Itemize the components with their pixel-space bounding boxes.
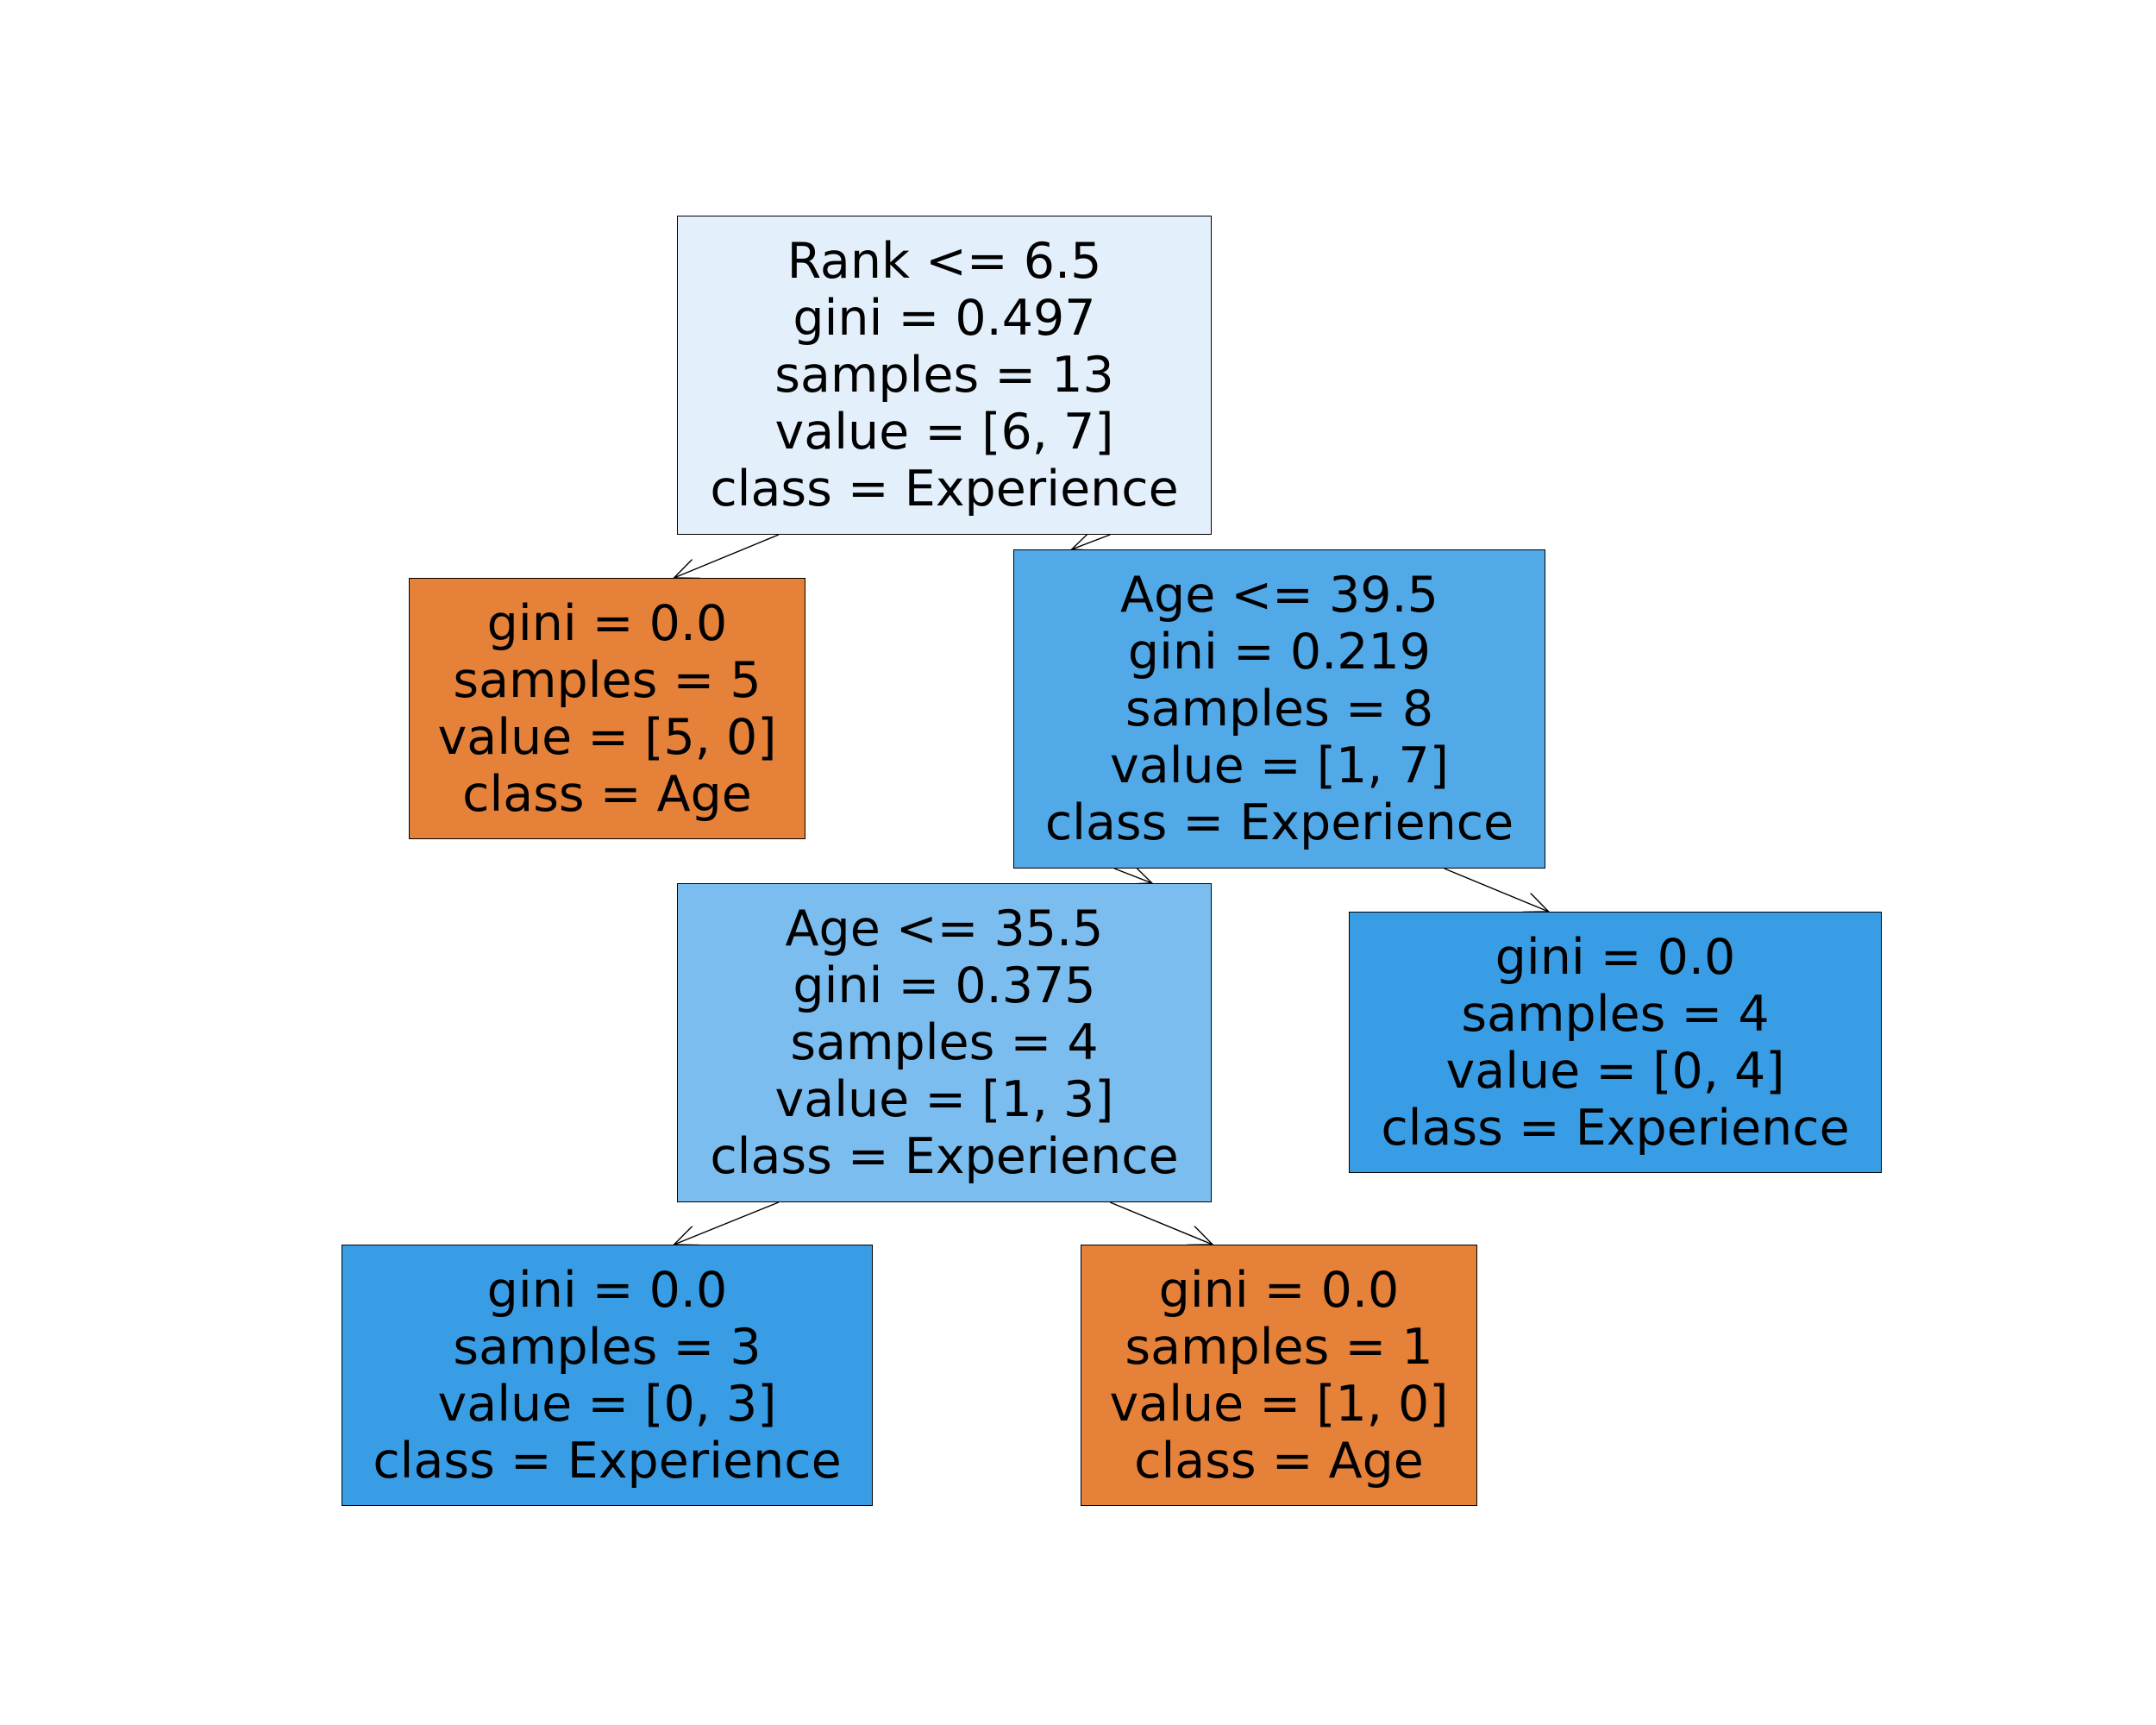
node-samples-label: samples = 13 (774, 347, 1114, 404)
node-class-label: class = Age (1134, 1432, 1424, 1490)
tree-node-leaf-age35-right: gini = 0.0 samples = 1 value = [1, 0] cl… (1081, 1245, 1477, 1506)
edge-age-35-to-leaf-age35-right (1109, 1201, 1213, 1245)
node-split-label: Age <= 39.5 (1120, 567, 1438, 624)
tree-node-age-39: Age <= 39.5 gini = 0.219 samples = 8 val… (1013, 549, 1545, 869)
node-value-label: value = [6, 7] (774, 404, 1114, 461)
node-samples-label: samples = 1 (1125, 1318, 1433, 1376)
node-gini-label: gini = 0.0 (486, 1261, 728, 1319)
node-split-label: Age <= 35.5 (785, 900, 1104, 957)
edge-age-35-to-leaf-age35-left (674, 1201, 780, 1245)
node-gini-label: gini = 0.0 (486, 594, 728, 652)
node-samples-label: samples = 8 (1125, 681, 1434, 737)
node-gini-label: gini = 0.0 (1158, 1261, 1400, 1319)
node-class-label: class = Experience (1044, 794, 1514, 851)
node-value-label: value = [1, 7] (1110, 737, 1449, 794)
node-gini-label: gini = 0.0 (1495, 928, 1736, 986)
node-samples-label: samples = 3 (453, 1318, 761, 1376)
node-samples-label: samples = 4 (790, 1014, 1099, 1071)
node-class-label: class = Experience (373, 1432, 842, 1490)
tree-node-root: Rank <= 6.5 gini = 0.497 samples = 13 va… (677, 216, 1212, 535)
node-samples-label: samples = 4 (1461, 985, 1770, 1043)
node-value-label: value = [1, 3] (774, 1071, 1114, 1128)
node-value-label: value = [5, 0] (437, 708, 777, 766)
node-samples-label: samples = 5 (453, 651, 761, 709)
node-value-label: value = [0, 3] (437, 1375, 777, 1433)
node-class-label: class = Age (462, 765, 752, 823)
tree-node-age-35: Age <= 35.5 gini = 0.375 samples = 4 val… (677, 883, 1212, 1202)
node-gini-label: gini = 0.219 (1127, 624, 1432, 681)
tree-node-leaf-age39-right: gini = 0.0 samples = 4 value = [0, 4] cl… (1349, 912, 1882, 1173)
edge-age-39-to-leaf-age39-right (1444, 868, 1549, 912)
node-class-label: class = Experience (1381, 1099, 1850, 1157)
tree-node-leaf-rank-left: gini = 0.0 samples = 5 value = [5, 0] cl… (409, 578, 805, 839)
node-value-label: value = [0, 4] (1445, 1042, 1785, 1100)
tree-node-leaf-age35-left: gini = 0.0 samples = 3 value = [0, 3] cl… (342, 1245, 873, 1506)
node-class-label: class = Experience (710, 1128, 1179, 1185)
node-split-label: Rank <= 6.5 (787, 233, 1102, 290)
edge-root-to-age-39 (1072, 535, 1111, 549)
edge-age-39-to-age-35 (1113, 869, 1152, 883)
edge-root-to-leaf-rank-left (674, 534, 780, 578)
node-gini-label: gini = 0.375 (793, 957, 1096, 1014)
node-gini-label: gini = 0.497 (793, 290, 1096, 347)
node-value-label: value = [1, 0] (1109, 1375, 1449, 1433)
node-class-label: class = Experience (710, 461, 1179, 518)
